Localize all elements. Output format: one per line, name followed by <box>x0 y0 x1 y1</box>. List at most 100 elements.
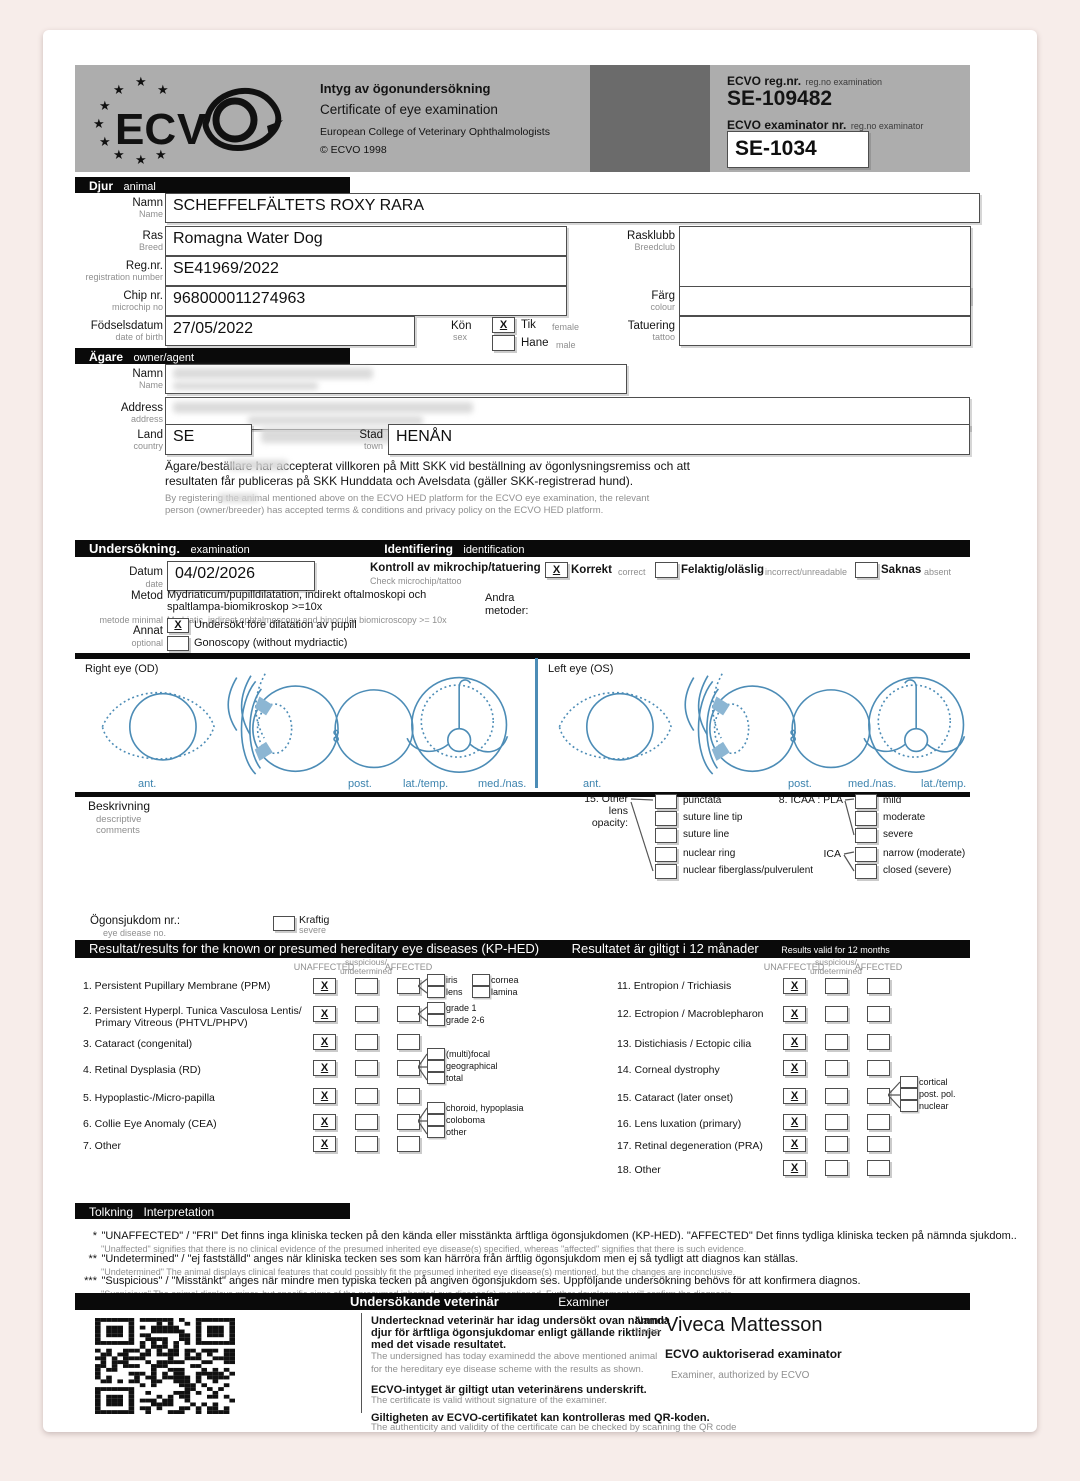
row1-lamina-checkbox[interactable] <box>472 986 490 998</box>
row6-affected-checkbox[interactable] <box>397 1114 420 1130</box>
lens-nuclear-ring-checkbox[interactable] <box>655 847 677 862</box>
gonoscopy-label: Gonoscopy (without mydriactic) <box>194 637 348 649</box>
row16-unaffected-checkbox[interactable]: X <box>783 1114 806 1130</box>
row14-affected-checkbox[interactable] <box>867 1060 890 1076</box>
row4-suspicious-checkbox[interactable] <box>355 1060 378 1076</box>
regno-field[interactable]: SE41969/2022 <box>165 256 567 286</box>
gonoscopy-checkbox[interactable] <box>167 636 189 651</box>
chipcheck-absent-checkbox[interactable] <box>855 562 878 578</box>
examiner-p2-en: The certificate is valid without signatu… <box>371 1395 608 1406</box>
row4-geographical-checkbox[interactable] <box>427 1060 445 1072</box>
row18-suspicious-checkbox[interactable] <box>825 1160 848 1176</box>
dob-field[interactable]: 27/05/2022 <box>165 316 415 346</box>
row15-nuclear-checkbox[interactable] <box>900 1100 918 1112</box>
row15-cortical-checkbox[interactable] <box>900 1076 918 1088</box>
severe-sublabel: severe <box>299 925 327 935</box>
row13-affected-checkbox[interactable] <box>867 1034 890 1050</box>
tattoo-field[interactable] <box>679 316 971 346</box>
row6-coloboma-checkbox[interactable] <box>427 1114 445 1126</box>
row6-choroid-checkbox[interactable] <box>427 1102 445 1114</box>
row11-suspicious-checkbox[interactable] <box>825 978 848 994</box>
disease-row-name: 11. Entropion / Trichiasis <box>617 980 732 992</box>
row2-grade26-checkbox[interactable] <box>427 1014 445 1026</box>
row4-multifocal-checkbox[interactable] <box>427 1048 445 1060</box>
row7-affected-checkbox[interactable] <box>397 1136 420 1152</box>
row14-suspicious-checkbox[interactable] <box>825 1060 848 1076</box>
row1-affected-checkbox[interactable] <box>397 978 420 994</box>
examinator-number-box[interactable]: SE-1034 <box>727 131 869 168</box>
row1-unaffected-checkbox[interactable]: X <box>313 978 336 994</box>
row3-affected-checkbox[interactable] <box>397 1034 420 1050</box>
skk-terms-sv: Ägare/beställare har accepterat villkore… <box>165 459 690 488</box>
row17-affected-checkbox[interactable] <box>867 1136 890 1152</box>
row2-suspicious-checkbox[interactable] <box>355 1006 378 1022</box>
sex-female-checkbox[interactable]: X <box>492 317 515 333</box>
row15-affected-checkbox[interactable] <box>867 1088 890 1104</box>
chipcheck-correct-checkbox[interactable]: X <box>545 562 568 578</box>
row12-unaffected-checkbox[interactable]: X <box>783 1006 806 1022</box>
dilation-checkbox[interactable]: X <box>167 618 189 633</box>
row17-unaffected-checkbox[interactable]: X <box>783 1136 806 1152</box>
row5-suspicious-checkbox[interactable] <box>355 1088 378 1104</box>
row3-unaffected-checkbox[interactable]: X <box>313 1034 336 1050</box>
row15-unaffected-checkbox[interactable]: X <box>783 1088 806 1104</box>
chip-field[interactable]: 968000011274963 <box>165 286 567 316</box>
row4-affected-checkbox[interactable] <box>397 1060 420 1076</box>
severe-checkbox[interactable] <box>273 916 295 931</box>
row16-affected-checkbox[interactable] <box>867 1114 890 1130</box>
row4-unaffected-checkbox[interactable]: X <box>313 1060 336 1076</box>
ica-closed-checkbox[interactable] <box>855 864 877 879</box>
row6-other-checkbox[interactable] <box>427 1126 445 1138</box>
chipcheck-incorrect-checkbox[interactable] <box>655 562 678 578</box>
row1-suspicious-checkbox[interactable] <box>355 978 378 994</box>
row6-suspicious-checkbox[interactable] <box>355 1114 378 1130</box>
lens-suture-line-checkbox[interactable] <box>655 828 677 843</box>
country-field[interactable]: SE <box>165 424 252 455</box>
lens-punctata-checkbox[interactable] <box>655 794 677 809</box>
row16-suspicious-checkbox[interactable] <box>825 1114 848 1130</box>
row3-suspicious-checkbox[interactable] <box>355 1034 378 1050</box>
row2-grade1-checkbox[interactable] <box>427 1002 445 1014</box>
row13-unaffected-checkbox[interactable]: X <box>783 1034 806 1050</box>
row1-iris-checkbox[interactable] <box>427 974 445 986</box>
icaa-moderate-checkbox[interactable] <box>855 811 877 826</box>
skk-sv-redaction <box>228 460 288 470</box>
row17-suspicious-checkbox[interactable] <box>825 1136 848 1152</box>
title-sv: Intyg av ögonundersökning <box>320 81 491 96</box>
animal-name-field[interactable]: SCHEFFELFÄLTETS ROXY RARA <box>165 193 980 223</box>
icaa-severe-checkbox[interactable] <box>855 828 877 843</box>
row15-postpol-checkbox[interactable] <box>900 1088 918 1100</box>
row1-cornea-checkbox[interactable] <box>472 974 490 986</box>
row2-affected-checkbox[interactable] <box>397 1006 420 1022</box>
row4-total-checkbox[interactable] <box>427 1072 445 1084</box>
icaa-mild-checkbox[interactable] <box>855 794 877 809</box>
row11-affected-checkbox[interactable] <box>867 978 890 994</box>
row7-unaffected-checkbox[interactable]: X <box>313 1136 336 1152</box>
row7-suspicious-checkbox[interactable] <box>355 1136 378 1152</box>
row1-lens-checkbox[interactable] <box>427 986 445 998</box>
row12-affected-checkbox[interactable] <box>867 1006 890 1022</box>
animal-name-sublabel: Name <box>138 209 163 219</box>
row18-affected-checkbox[interactable] <box>867 1160 890 1176</box>
row5-unaffected-checkbox[interactable]: X <box>313 1088 336 1104</box>
disease-row-name: 7. Other <box>83 1140 121 1152</box>
row14-unaffected-checkbox[interactable]: X <box>783 1060 806 1076</box>
right-eye-title: Right eye (OD) <box>85 663 159 675</box>
town-field[interactable]: HENÅN <box>388 424 970 455</box>
row11-unaffected-checkbox[interactable]: X <box>783 978 806 994</box>
row2-unaffected-checkbox[interactable]: X <box>313 1006 336 1022</box>
exam-date-field[interactable]: 04/02/2026 <box>167 561 315 591</box>
sex-male-checkbox[interactable] <box>492 335 515 351</box>
row18-unaffected-checkbox[interactable]: X <box>783 1160 806 1176</box>
row5-affected-checkbox[interactable] <box>397 1088 420 1104</box>
lens-suture-tip-checkbox[interactable] <box>655 811 677 826</box>
owner-address-redaction <box>173 402 473 413</box>
row12-suspicious-checkbox[interactable] <box>825 1006 848 1022</box>
row13-suspicious-checkbox[interactable] <box>825 1034 848 1050</box>
lens-fiberglass-checkbox[interactable] <box>655 864 677 879</box>
breed-field[interactable]: Romagna Water Dog <box>165 226 567 256</box>
row15-suspicious-checkbox[interactable] <box>825 1088 848 1104</box>
row6-unaffected-checkbox[interactable]: X <box>313 1114 336 1130</box>
ica-narrow-checkbox[interactable] <box>855 847 877 862</box>
colour-field[interactable] <box>679 286 971 316</box>
